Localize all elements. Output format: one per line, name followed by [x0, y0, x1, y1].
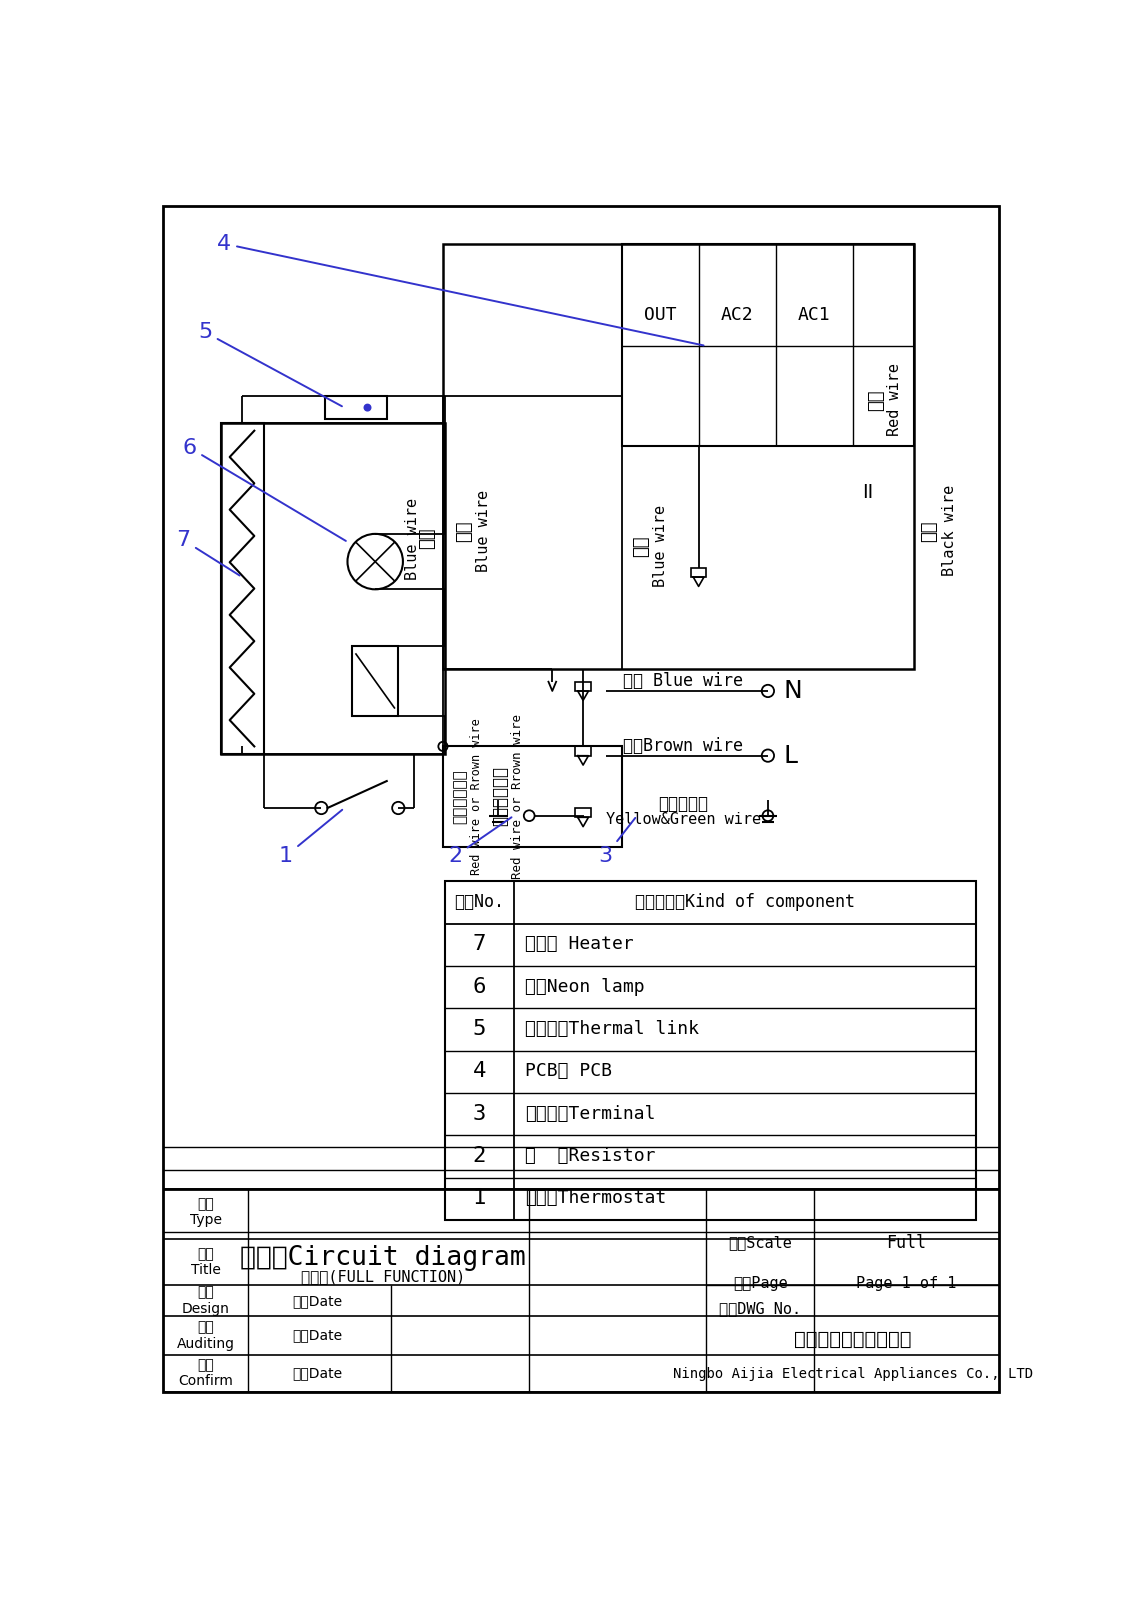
- Text: 电路图Circuit diagram: 电路图Circuit diagram: [240, 1245, 526, 1272]
- Text: 时间Date: 时间Date: [293, 1294, 343, 1307]
- Text: AC2: AC2: [720, 306, 753, 325]
- Text: 3: 3: [598, 818, 636, 866]
- Text: 6: 6: [183, 438, 346, 541]
- Bar: [325, 397, 387, 419]
- Text: 1: 1: [473, 1189, 486, 1208]
- Text: 接线端子Terminal: 接线端子Terminal: [526, 1104, 656, 1123]
- Text: 4: 4: [473, 1061, 486, 1082]
- Text: 6: 6: [473, 976, 486, 997]
- Text: 时间Date: 时间Date: [293, 1328, 343, 1342]
- Text: Page 1 of 1: Page 1 of 1: [856, 1275, 957, 1291]
- Text: Blue wire: Blue wire: [475, 490, 491, 571]
- Text: 全功能(FULL FUNCTION): 全功能(FULL FUNCTION): [301, 1269, 465, 1283]
- Bar: [576, 746, 590, 755]
- Bar: [691, 568, 706, 578]
- Bar: [443, 746, 622, 846]
- Text: 4: 4: [217, 234, 703, 346]
- Text: 宁波爱佳电器有限公司: 宁波爱佳电器有限公司: [794, 1330, 912, 1349]
- Text: 黑线: 黑线: [921, 520, 939, 541]
- Text: L: L: [784, 744, 797, 768]
- Text: 黄绿双色线: 黄绿双色线: [658, 795, 708, 813]
- Text: 红线或棕色线: 红线或棕色线: [452, 770, 467, 824]
- Text: 2: 2: [448, 818, 511, 866]
- Text: Red wire: Red wire: [888, 363, 903, 437]
- Bar: [443, 245, 914, 669]
- Text: 批准
Confirm: 批准 Confirm: [179, 1358, 233, 1389]
- Text: 电热管 Heater: 电热管 Heater: [526, 936, 634, 954]
- Text: 电  阻Resistor: 电 阻Resistor: [526, 1147, 656, 1165]
- Text: Yellow&Green wire: Yellow&Green wire: [605, 813, 761, 827]
- Text: 型号
Type: 型号 Type: [190, 1197, 222, 1227]
- Text: Full: Full: [887, 1234, 926, 1253]
- Text: 7: 7: [176, 530, 240, 576]
- Text: OUT: OUT: [644, 306, 676, 325]
- Text: 红线: 红线: [866, 389, 884, 411]
- Text: Red wire or Rrown wire: Red wire or Rrown wire: [470, 718, 483, 875]
- Text: 序号No.: 序号No.: [455, 893, 504, 910]
- Text: 蓝线: 蓝线: [418, 528, 437, 549]
- Text: 制图
Design: 制图 Design: [182, 1286, 230, 1315]
- Bar: [444, 882, 976, 1219]
- Text: 蓝线: 蓝线: [455, 520, 473, 541]
- Text: 1: 1: [279, 810, 343, 866]
- Text: 氛泡Neon lamp: 氛泡Neon lamp: [526, 978, 645, 995]
- Text: 名称
Title: 名称 Title: [191, 1248, 221, 1277]
- Text: 5: 5: [198, 322, 342, 406]
- Text: 时间Date: 时间Date: [293, 1366, 343, 1381]
- Text: PCB板 PCB: PCB板 PCB: [526, 1062, 612, 1080]
- Bar: [352, 646, 398, 715]
- Text: II: II: [862, 483, 873, 502]
- Text: Blue wire: Blue wire: [653, 506, 667, 587]
- Text: 图号DWG No.: 图号DWG No.: [719, 1301, 801, 1315]
- Text: 页数Page: 页数Page: [733, 1275, 787, 1291]
- Text: 热熔断体Thermal link: 热熔断体Thermal link: [526, 1019, 699, 1038]
- Text: N: N: [784, 678, 802, 702]
- Bar: [222, 422, 444, 754]
- Text: 蓝线: 蓝线: [632, 536, 650, 557]
- Circle shape: [364, 405, 371, 411]
- Text: Blue wire: Blue wire: [405, 498, 420, 579]
- Text: Black wire: Black wire: [942, 485, 957, 576]
- Text: 比例Scale: 比例Scale: [728, 1235, 792, 1251]
- Text: 2: 2: [473, 1146, 486, 1166]
- Text: 蓝线 Blue wire: 蓝线 Blue wire: [623, 672, 743, 690]
- Text: 7: 7: [473, 934, 486, 954]
- Text: AC1: AC1: [797, 306, 830, 325]
- Text: 5: 5: [473, 1019, 486, 1038]
- Text: Red wire or Rrown wire: Red wire or Rrown wire: [511, 714, 524, 878]
- Text: 温控器Thermostat: 温控器Thermostat: [526, 1189, 667, 1208]
- Text: 3: 3: [473, 1104, 486, 1123]
- Text: Ningbo Aijia Electrical Appliances Co., LTD: Ningbo Aijia Electrical Appliances Co., …: [673, 1366, 1033, 1381]
- Text: 零部件名称Kind of component: 零部件名称Kind of component: [634, 893, 855, 910]
- Bar: [222, 422, 264, 754]
- Text: 审核
Auditing: 审核 Auditing: [176, 1320, 235, 1350]
- Text: 棕线Brown wire: 棕线Brown wire: [623, 738, 743, 755]
- Text: 红线或棕色线: 红线或棕色线: [491, 766, 509, 827]
- Bar: [622, 245, 914, 446]
- Bar: [576, 808, 590, 818]
- Bar: [576, 682, 590, 691]
